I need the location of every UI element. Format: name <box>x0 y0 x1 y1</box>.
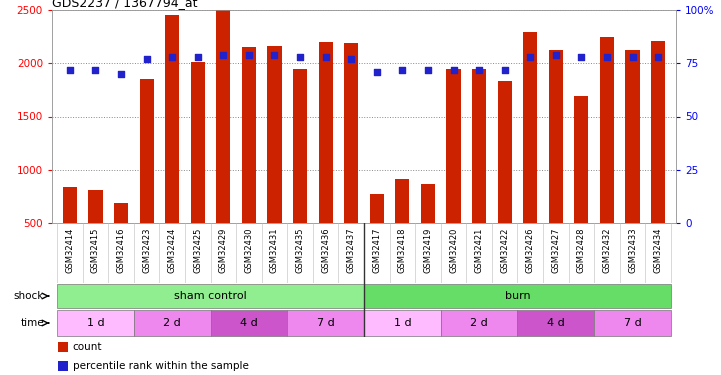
Point <box>294 54 306 60</box>
Point <box>448 67 459 73</box>
Bar <box>364 284 671 308</box>
Text: GSM32432: GSM32432 <box>603 228 611 273</box>
Text: GSM32427: GSM32427 <box>552 228 560 273</box>
Text: GSM32414: GSM32414 <box>66 228 74 273</box>
Point <box>627 54 638 60</box>
Bar <box>600 37 614 223</box>
Point <box>601 54 613 60</box>
Bar <box>344 43 358 223</box>
Text: 1 d: 1 d <box>87 318 105 328</box>
Text: GSM32418: GSM32418 <box>398 228 407 273</box>
Bar <box>57 284 364 308</box>
Text: GSM32415: GSM32415 <box>91 228 100 273</box>
Bar <box>140 79 154 223</box>
Point <box>473 67 485 73</box>
Bar <box>472 69 486 223</box>
Text: GSM32422: GSM32422 <box>500 228 509 273</box>
Text: GSM32431: GSM32431 <box>270 228 279 273</box>
Bar <box>211 310 287 336</box>
Text: GSM32434: GSM32434 <box>654 228 663 273</box>
Point <box>269 52 280 58</box>
Bar <box>421 184 435 223</box>
Bar <box>216 10 231 223</box>
Text: 2 d: 2 d <box>470 318 488 328</box>
Text: GSM32421: GSM32421 <box>474 228 484 273</box>
Text: burn: burn <box>505 291 530 301</box>
Bar <box>134 310 211 336</box>
Point <box>524 54 536 60</box>
Bar <box>191 62 205 223</box>
Point <box>575 54 587 60</box>
Text: 4 d: 4 d <box>240 318 258 328</box>
Bar <box>441 310 518 336</box>
Bar <box>395 179 410 223</box>
Text: 4 d: 4 d <box>547 318 565 328</box>
Text: GSM32420: GSM32420 <box>449 228 458 273</box>
Bar <box>370 194 384 223</box>
Bar <box>287 310 364 336</box>
Text: percentile rank within the sample: percentile rank within the sample <box>73 361 249 371</box>
Text: GSM32435: GSM32435 <box>296 228 304 273</box>
Bar <box>594 310 671 336</box>
Bar <box>89 190 102 223</box>
Text: time: time <box>21 318 44 328</box>
Point <box>345 56 357 62</box>
Point <box>243 52 255 58</box>
Bar <box>319 42 332 223</box>
Text: GSM32433: GSM32433 <box>628 228 637 273</box>
Point <box>550 52 562 58</box>
Bar <box>267 46 281 223</box>
Bar <box>626 51 640 223</box>
Point <box>115 71 127 77</box>
Point <box>499 67 510 73</box>
Text: 1 d: 1 d <box>394 318 411 328</box>
Text: GSM32424: GSM32424 <box>168 228 177 273</box>
Bar <box>518 310 594 336</box>
Point <box>64 67 76 73</box>
Bar <box>242 47 256 223</box>
Point <box>89 67 101 73</box>
Text: 2 d: 2 d <box>164 318 181 328</box>
Bar <box>293 69 307 223</box>
Bar <box>497 81 512 223</box>
Text: GSM32417: GSM32417 <box>372 228 381 273</box>
Text: GSM32426: GSM32426 <box>526 228 535 273</box>
Point <box>371 69 383 75</box>
Text: GSM32430: GSM32430 <box>244 228 253 273</box>
Text: shock: shock <box>14 291 44 301</box>
Point <box>141 56 152 62</box>
Text: count: count <box>73 342 102 352</box>
Point <box>167 54 178 60</box>
Bar <box>57 310 134 336</box>
Bar <box>446 69 461 223</box>
Bar <box>63 187 77 223</box>
Text: GSM32425: GSM32425 <box>193 228 203 273</box>
Point <box>218 52 229 58</box>
Text: GSM32428: GSM32428 <box>577 228 586 273</box>
Point <box>192 54 203 60</box>
Text: sham control: sham control <box>174 291 247 301</box>
Point <box>320 54 332 60</box>
Text: GSM32419: GSM32419 <box>423 228 433 273</box>
Text: 7 d: 7 d <box>317 318 335 328</box>
Bar <box>575 96 588 223</box>
Bar <box>364 310 441 336</box>
Text: GDS2237 / 1367794_at: GDS2237 / 1367794_at <box>52 0 198 9</box>
Text: 7 d: 7 d <box>624 318 642 328</box>
Bar <box>58 342 68 352</box>
Bar <box>58 360 68 371</box>
Text: GSM32429: GSM32429 <box>219 228 228 273</box>
Bar <box>165 15 180 223</box>
Point <box>397 67 408 73</box>
Bar <box>114 203 128 223</box>
Text: GSM32416: GSM32416 <box>117 228 125 273</box>
Bar <box>549 51 563 223</box>
Bar <box>651 41 665 223</box>
Bar <box>523 32 537 223</box>
Text: GSM32436: GSM32436 <box>321 228 330 273</box>
Point <box>653 54 664 60</box>
Text: GSM32423: GSM32423 <box>142 228 151 273</box>
Text: GSM32437: GSM32437 <box>347 228 355 273</box>
Point <box>423 67 434 73</box>
